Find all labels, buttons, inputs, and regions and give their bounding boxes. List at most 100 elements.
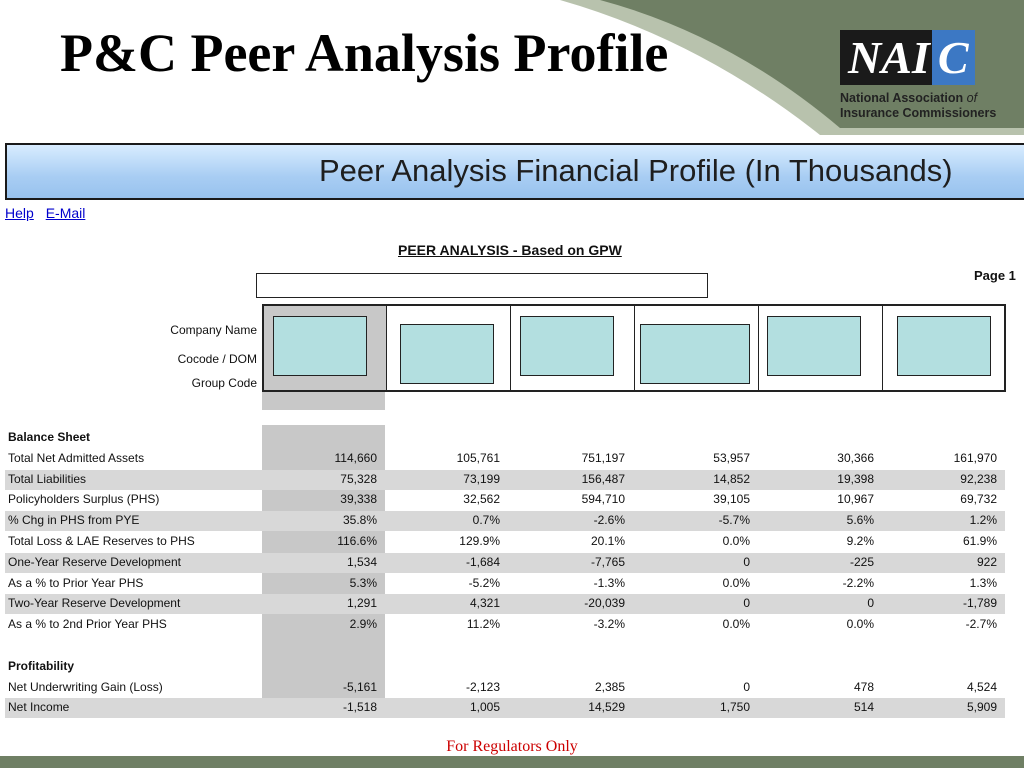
row-value: 0.0%: [722, 575, 750, 590]
peer-group-box: [256, 273, 708, 298]
naic-logo-nai: NAI: [840, 30, 932, 85]
row-label: Total Loss & LAE Reserves to PHS: [8, 534, 195, 548]
row-value: 20.1%: [590, 534, 625, 548]
table-row: Policyholders Surplus (PHS) 39,338 32,562 5…: [5, 490, 1005, 510]
row-value: 39,338: [340, 492, 377, 507]
row-value: 10,967: [837, 492, 874, 507]
row-value: -5.2%: [468, 575, 500, 590]
row-value: -7,765: [590, 554, 625, 569]
table-row: One-Year Reserve Development 1,534 -1,684 -…: [5, 552, 1005, 573]
row-label: Two-Year Reserve Development: [8, 596, 181, 611]
company-header-cell: [635, 306, 759, 390]
company-header-strip: [262, 304, 1006, 392]
row-value: -2,123: [465, 679, 500, 694]
row-value: 594,710: [581, 492, 625, 507]
company-name-label: Company Name: [170, 323, 257, 337]
row-label: One-Year Reserve Development: [8, 554, 181, 569]
table-row: Total Loss & LAE Reserves to PHS 116.6% 12…: [5, 532, 1005, 552]
row-value: 1.2%: [969, 513, 997, 528]
company-info-box: [400, 324, 494, 384]
row-value: 2,385: [594, 679, 625, 694]
company-header-cell: [759, 306, 883, 390]
table-row: Net Income -1,518 1,005 14,529 1,750 514 5,909: [5, 698, 1005, 719]
row-label: Net Income: [8, 700, 70, 715]
row-value: 0.0%: [846, 617, 874, 632]
row-value: 73,199: [463, 471, 500, 486]
group-code-label: Group Code: [191, 376, 257, 390]
row-label: Balance Sheet: [8, 430, 91, 444]
row-value: 4,524: [966, 679, 997, 694]
row-value: 61.9%: [962, 534, 997, 548]
row-value: 922: [976, 554, 997, 569]
row-value: 116.6%: [337, 534, 377, 548]
row-value: 0.0%: [722, 534, 750, 548]
naic-logo-c: C: [931, 30, 975, 85]
table-row: As a % to 2nd Prior Year PHS 2.9% 11.2% -3.…: [5, 615, 1005, 635]
row-value: -2.7%: [965, 617, 997, 632]
naic-logo-mark: NAI C: [840, 30, 998, 85]
company-info-box: [640, 324, 750, 384]
row-value: -1.3%: [593, 575, 625, 590]
row-value: 161,970: [953, 450, 997, 465]
naic-logo-of: of: [966, 91, 978, 105]
row-value: 5.3%: [349, 575, 377, 590]
cocode-dom-label: Cocode / DOM: [177, 352, 257, 366]
company-info-box: [520, 316, 614, 376]
row-value: 4,321: [469, 596, 500, 611]
row-value: 5,909: [966, 700, 997, 715]
row-value: 1,005: [469, 700, 500, 715]
row-value: 69,732: [960, 492, 997, 507]
company-header-cell: [387, 306, 511, 390]
row-value: -20,039: [584, 596, 625, 611]
row-label: As a % to Prior Year PHS: [8, 575, 144, 590]
help-link[interactable]: Help: [5, 205, 34, 221]
row-value: 0: [743, 679, 750, 694]
row-label: Profitability: [8, 658, 75, 673]
row-value: 9.2%: [846, 534, 874, 548]
footer-text: For Regulators Only: [446, 738, 578, 755]
highlight-column-top: [262, 392, 385, 410]
row-value: 30,366: [837, 450, 874, 465]
banner-title: Peer Analysis Financial Profile (In Thou…: [319, 153, 953, 188]
row-value: 156,487: [581, 471, 625, 486]
row-value: 0.0%: [722, 617, 750, 632]
row-value: 53,957: [713, 450, 750, 465]
row-value: -2.6%: [593, 513, 625, 528]
email-link[interactable]: E-Mail: [45, 205, 86, 221]
row-label: Total Net Admitted Assets: [8, 450, 145, 465]
row-value: 0.7%: [472, 513, 500, 528]
row-value: 2.9%: [349, 617, 377, 632]
naic-logo-line2: Insurance Commissioners: [840, 106, 997, 120]
row-value: 92,238: [960, 471, 997, 486]
row-value: 1,291: [346, 596, 377, 611]
row-value: -225: [849, 554, 874, 569]
naic-logo: NAI C National Association of Insurance …: [840, 30, 998, 125]
table-row: [5, 636, 1005, 656]
table-row: Two-Year Reserve Development 1,291 4,321 -2…: [5, 594, 1005, 615]
row-value: 32,562: [463, 492, 500, 507]
table-row: As a % to Prior Year PHS 5.3% -5.2% -1.3% 0.…: [5, 574, 1005, 594]
row-value: 5.6%: [846, 513, 874, 528]
row-value: 514: [853, 700, 874, 715]
row-value: 19,398: [837, 471, 874, 486]
naic-logo-subtitle: National Association of Insurance Commis…: [840, 91, 1010, 121]
row-value: 0: [743, 596, 750, 611]
row-value: 1.3%: [969, 575, 997, 590]
peer-analysis-heading: PEER ANALYSIS - Based on GPW: [398, 242, 622, 258]
row-value: -1,684: [465, 554, 500, 569]
row-label: Net Underwriting Gain (Loss): [8, 679, 163, 694]
table-row: Total Net Admitted Assets 114,660 105,761 7…: [5, 449, 1005, 469]
help-links: Help E-Mail: [5, 205, 93, 221]
company-info-box: [897, 316, 991, 376]
row-value: 114,660: [334, 450, 378, 465]
row-value: 35.8%: [342, 513, 377, 528]
company-info-box: [273, 316, 367, 376]
naic-logo-line1: National Association: [840, 91, 964, 105]
row-value: -1,789: [962, 596, 997, 611]
table-row: Total Liabilities 75,328 73,199 156,487 14,8…: [5, 469, 1005, 490]
row-value: -5.7%: [718, 513, 750, 528]
bottom-bar: [0, 756, 1024, 768]
row-value: -1,518: [342, 700, 377, 715]
table-row: % Chg in PHS from PYE 35.8% 0.7% -2.6% -5.7%…: [5, 511, 1005, 532]
table-row: Balance Sheet: [5, 428, 1005, 448]
